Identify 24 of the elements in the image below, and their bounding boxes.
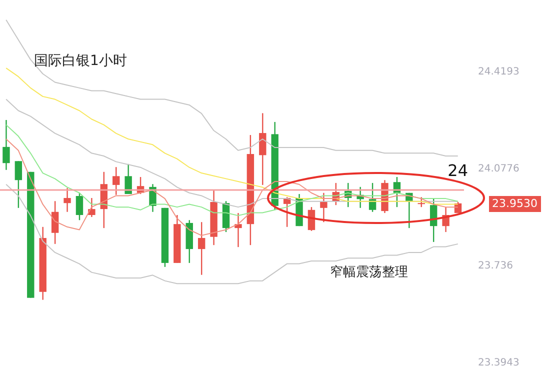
candlestick xyxy=(124,163,132,195)
line-series xyxy=(6,184,458,284)
y-tick-label: 24.0776 xyxy=(478,164,520,175)
line-series xyxy=(6,19,458,157)
candlestick xyxy=(76,192,84,221)
candlestick xyxy=(368,182,376,212)
text: 23.9530 xyxy=(489,196,540,212)
y-tick-label: 23.3943 xyxy=(478,357,520,368)
candlestick xyxy=(112,166,120,196)
y-tick-label: 24.4193 xyxy=(478,66,520,78)
candlestick xyxy=(259,112,266,186)
y-tick-label: 23.736 xyxy=(478,260,513,272)
candlestick xyxy=(2,119,10,171)
candlestick xyxy=(234,212,242,248)
candlestick xyxy=(418,196,425,208)
candlestick xyxy=(51,200,59,245)
candlestick xyxy=(88,197,96,218)
ref-line-label: 24 xyxy=(448,161,468,180)
text: 国际白银1小时 xyxy=(34,52,127,70)
annotation: 窄幅震荡整理 xyxy=(330,264,408,281)
candlestick xyxy=(198,222,206,276)
candlestick xyxy=(14,160,22,209)
candlestick xyxy=(320,192,328,223)
candlestick xyxy=(64,187,71,212)
